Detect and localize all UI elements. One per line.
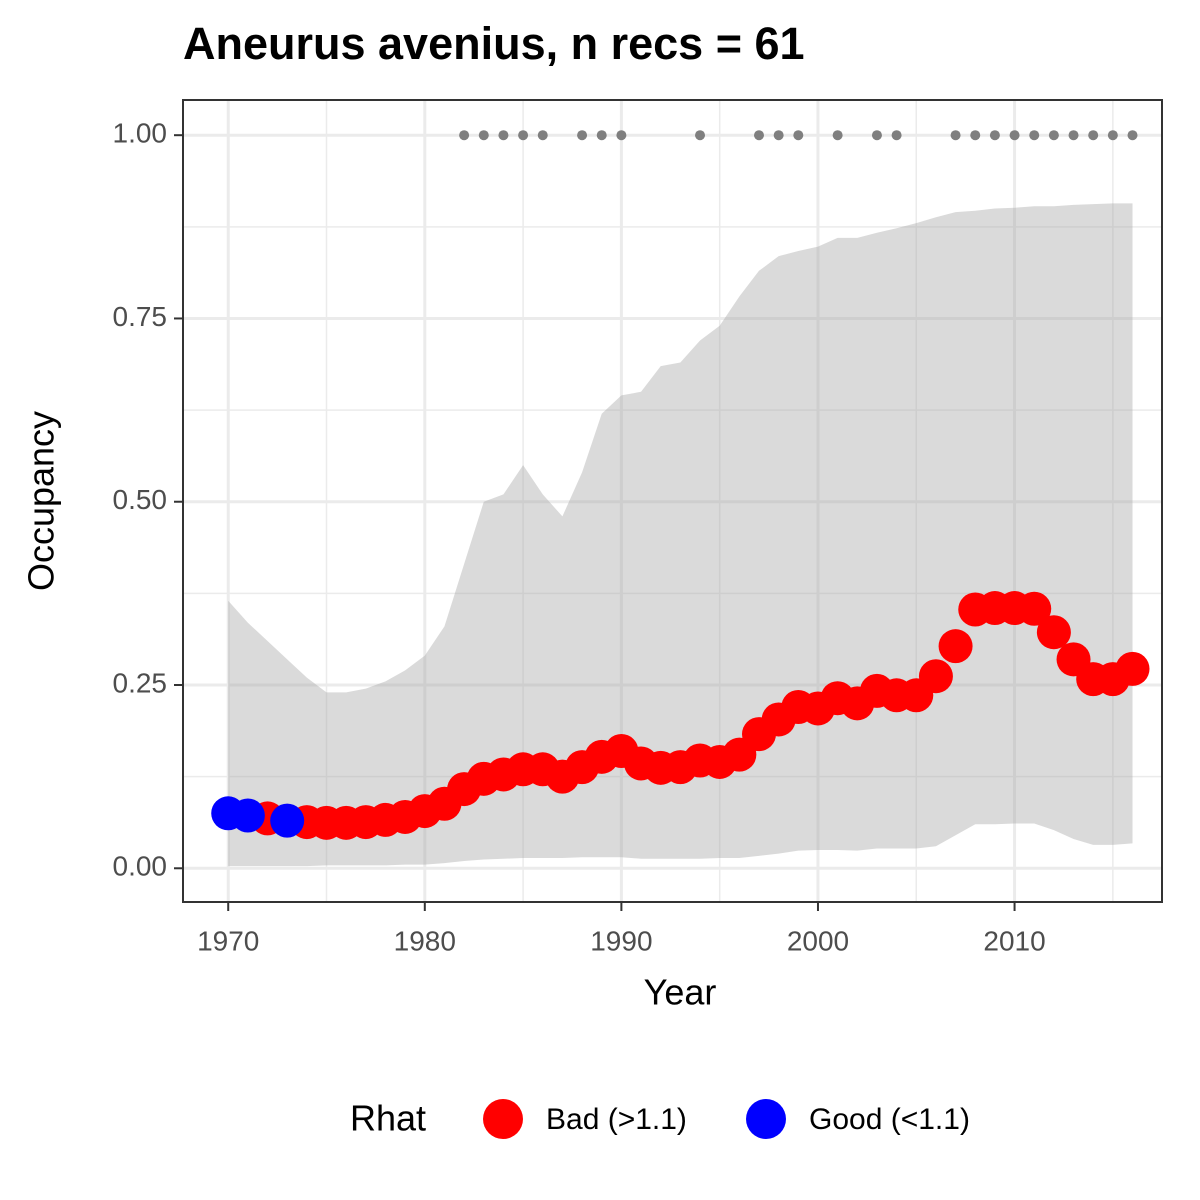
point xyxy=(230,798,265,833)
record-dot xyxy=(537,130,548,141)
point xyxy=(1036,615,1071,650)
record-dot xyxy=(459,130,470,141)
x-tick-label: 1990 xyxy=(590,925,652,956)
record-dot xyxy=(596,130,607,141)
legend-title: Rhat xyxy=(350,1098,426,1139)
record-dot xyxy=(498,130,509,141)
record-dot xyxy=(577,130,588,141)
record-dot xyxy=(616,130,627,141)
y-axis-title: Occupancy xyxy=(21,411,62,591)
y-tick-label: 0.75 xyxy=(113,301,168,332)
record-dot xyxy=(970,130,981,141)
record-dot xyxy=(1088,130,1099,141)
point xyxy=(918,659,953,694)
y-tick-label: 0.00 xyxy=(113,851,168,882)
chart-title: Aneurus avenius, n recs = 61 xyxy=(183,18,805,69)
legend-key xyxy=(746,1099,786,1139)
x-tick-label: 2000 xyxy=(787,925,849,956)
legend-key xyxy=(483,1099,523,1139)
y-tick-label: 0.25 xyxy=(113,667,168,698)
record-dot xyxy=(950,130,961,141)
record-dot xyxy=(695,130,706,141)
record-dot xyxy=(1029,130,1040,141)
x-tick-label: 1970 xyxy=(197,925,259,956)
record-dot xyxy=(478,130,489,141)
record-dot xyxy=(989,130,1000,141)
record-dot xyxy=(773,130,784,141)
y-tick-label: 1.00 xyxy=(113,118,168,149)
record-dot xyxy=(832,130,843,141)
record-dot xyxy=(1009,130,1020,141)
record-dot xyxy=(1107,130,1118,141)
x-tick-label: 2010 xyxy=(983,925,1045,956)
record-dot xyxy=(1068,130,1079,141)
record-dot xyxy=(753,130,764,141)
point xyxy=(938,629,973,664)
record-dot xyxy=(891,130,902,141)
legend-label: Bad (>1.1) xyxy=(546,1103,687,1136)
y-tick-label: 0.50 xyxy=(113,484,168,515)
point xyxy=(1017,591,1052,626)
record-dot xyxy=(1048,130,1059,141)
record-dot xyxy=(871,130,882,141)
point xyxy=(1115,651,1150,686)
record-dot xyxy=(518,130,529,141)
x-axis-title: Year xyxy=(644,972,717,1013)
point xyxy=(270,803,305,838)
legend-label: Good (<1.1) xyxy=(809,1103,970,1136)
record-dot xyxy=(1127,130,1138,141)
x-tick-label: 1980 xyxy=(394,925,456,956)
record-dot xyxy=(793,130,804,141)
